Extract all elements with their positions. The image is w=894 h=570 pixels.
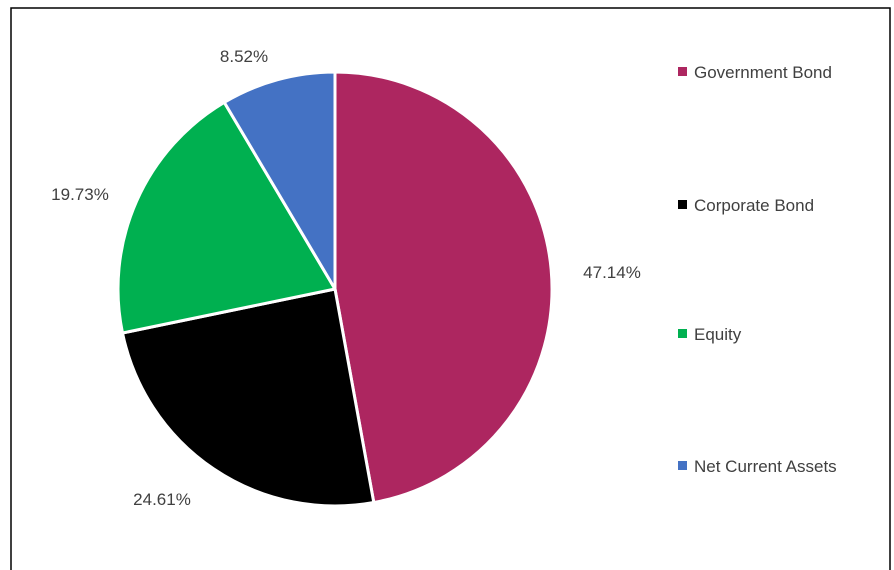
data-label-government-bond: 47.14% [583,263,641,282]
data-labels: 47.14% 24.61% 19.73% 8.52% [51,47,641,509]
legend-swatch-corporate-bond [678,200,687,209]
legend-swatch-net-current-assets [678,461,687,470]
legend-swatch-government-bond [678,67,687,76]
legend-item-corporate-bond: Corporate Bond [678,196,814,215]
data-label-corporate-bond: 24.61% [133,490,191,509]
data-label-net-current-assets: 8.52% [220,47,268,66]
legend-item-government-bond: Government Bond [678,63,832,82]
pie-slice-corporate-bond [121,287,376,508]
legend-swatch-equity [678,329,687,338]
pie-slice-government-bond [333,70,554,505]
legend-item-net-current-assets: Net Current Assets [678,457,837,476]
legend: Government Bond Corporate Bond Equity Ne… [678,63,837,476]
legend-label-equity: Equity [694,325,742,344]
data-label-equity: 19.73% [51,185,109,204]
pie-slice-net-current-assets [222,70,337,291]
legend-label-government-bond: Government Bond [694,63,832,82]
legend-label-net-current-assets: Net Current Assets [694,457,837,476]
pie-slice-equity [116,100,337,335]
legend-label-corporate-bond: Corporate Bond [694,196,814,215]
pie-slices [116,70,554,508]
legend-item-equity: Equity [678,325,742,344]
